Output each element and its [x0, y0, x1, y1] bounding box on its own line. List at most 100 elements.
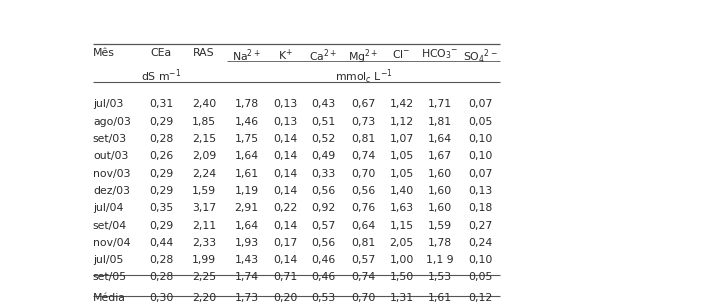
Text: 0,56: 0,56 — [311, 238, 335, 248]
Text: 0,30: 0,30 — [149, 293, 173, 303]
Text: 1,64: 1,64 — [234, 221, 259, 230]
Text: 0,22: 0,22 — [273, 203, 297, 213]
Text: 0,14: 0,14 — [273, 134, 297, 144]
Text: 0,43: 0,43 — [311, 99, 335, 109]
Text: Média: Média — [93, 293, 125, 303]
Text: 1,40: 1,40 — [389, 186, 414, 196]
Text: 1,60: 1,60 — [428, 168, 452, 179]
Text: 0,74: 0,74 — [352, 273, 376, 282]
Text: 0,76: 0,76 — [352, 203, 376, 213]
Text: 1,15: 1,15 — [389, 221, 414, 230]
Text: 0,13: 0,13 — [273, 99, 297, 109]
Text: 0,05: 0,05 — [469, 117, 493, 127]
Text: 0,27: 0,27 — [469, 221, 493, 230]
Text: 0,74: 0,74 — [352, 151, 376, 161]
Text: 0,14: 0,14 — [273, 151, 297, 161]
Text: 2,24: 2,24 — [192, 168, 216, 179]
Text: jul/04: jul/04 — [93, 203, 123, 213]
Text: 0,46: 0,46 — [311, 255, 335, 265]
Text: dS m$^{-1}$: dS m$^{-1}$ — [141, 68, 181, 84]
Text: 0,64: 0,64 — [352, 221, 376, 230]
Text: 0,10: 0,10 — [469, 151, 493, 161]
Text: 2,09: 2,09 — [192, 151, 216, 161]
Text: 2,11: 2,11 — [192, 221, 216, 230]
Text: 2,33: 2,33 — [192, 238, 216, 248]
Text: 1,31: 1,31 — [389, 293, 414, 303]
Text: 1,60: 1,60 — [428, 203, 452, 213]
Text: 0,49: 0,49 — [311, 151, 335, 161]
Text: 1,05: 1,05 — [389, 168, 414, 179]
Text: 1,60: 1,60 — [428, 186, 452, 196]
Text: 0,35: 0,35 — [149, 203, 173, 213]
Text: 0,14: 0,14 — [273, 221, 297, 230]
Text: dez/03: dez/03 — [93, 186, 130, 196]
Text: 1,64: 1,64 — [428, 134, 452, 144]
Text: 1,12: 1,12 — [389, 117, 414, 127]
Text: nov/04: nov/04 — [93, 238, 131, 248]
Text: 1,07: 1,07 — [389, 134, 414, 144]
Text: 0,81: 0,81 — [352, 134, 376, 144]
Text: jul/03: jul/03 — [93, 99, 123, 109]
Text: 2,91: 2,91 — [234, 203, 259, 213]
Text: out/03: out/03 — [93, 151, 128, 161]
Text: set/05: set/05 — [93, 273, 127, 282]
Text: 0,57: 0,57 — [311, 221, 335, 230]
Text: 1,74: 1,74 — [234, 273, 259, 282]
Text: 0,29: 0,29 — [149, 221, 173, 230]
Text: Mg$^{2+}$: Mg$^{2+}$ — [348, 48, 379, 66]
Text: 2,20: 2,20 — [192, 293, 216, 303]
Text: RAS: RAS — [193, 48, 215, 58]
Text: 0,28: 0,28 — [149, 273, 173, 282]
Text: 0,26: 0,26 — [149, 151, 173, 161]
Text: 1,71: 1,71 — [428, 99, 452, 109]
Text: 1,59: 1,59 — [192, 186, 216, 196]
Text: 1,05: 1,05 — [389, 151, 414, 161]
Text: 1,53: 1,53 — [428, 273, 452, 282]
Text: nov/03: nov/03 — [93, 168, 131, 179]
Text: 0,18: 0,18 — [469, 203, 493, 213]
Text: 3,17: 3,17 — [192, 203, 216, 213]
Text: 0,13: 0,13 — [273, 117, 297, 127]
Text: Na$^{2+}$: Na$^{2+}$ — [232, 48, 261, 64]
Text: 0,28: 0,28 — [149, 255, 173, 265]
Text: 1,85: 1,85 — [192, 117, 216, 127]
Text: 0,14: 0,14 — [273, 186, 297, 196]
Text: 0,67: 0,67 — [352, 99, 376, 109]
Text: SO$_{4}$$^{2-}$: SO$_{4}$$^{2-}$ — [464, 48, 498, 66]
Text: 0,73: 0,73 — [352, 117, 376, 127]
Text: HCO$_{3}$$^{-}$: HCO$_{3}$$^{-}$ — [421, 48, 459, 61]
Text: 1,64: 1,64 — [234, 151, 259, 161]
Text: 0,20: 0,20 — [273, 293, 297, 303]
Text: 0,44: 0,44 — [149, 238, 173, 248]
Text: 1,81: 1,81 — [428, 117, 452, 127]
Text: 1,93: 1,93 — [234, 238, 259, 248]
Text: CEa: CEa — [151, 48, 172, 58]
Text: 1,61: 1,61 — [234, 168, 259, 179]
Text: 0,70: 0,70 — [351, 168, 376, 179]
Text: 1,75: 1,75 — [234, 134, 259, 144]
Text: 0,29: 0,29 — [149, 168, 173, 179]
Text: 0,56: 0,56 — [352, 186, 376, 196]
Text: 1,63: 1,63 — [389, 203, 414, 213]
Text: 1,99: 1,99 — [192, 255, 216, 265]
Text: 0,81: 0,81 — [352, 238, 376, 248]
Text: 0,24: 0,24 — [469, 238, 493, 248]
Text: 0,07: 0,07 — [469, 168, 493, 179]
Text: 1,61: 1,61 — [428, 293, 452, 303]
Text: 1,1 9: 1,1 9 — [426, 255, 454, 265]
Text: 0,14: 0,14 — [273, 168, 297, 179]
Text: 2,25: 2,25 — [192, 273, 216, 282]
Text: 0,56: 0,56 — [311, 186, 335, 196]
Text: 0,05: 0,05 — [469, 273, 493, 282]
Text: 0,29: 0,29 — [149, 117, 173, 127]
Text: 0,51: 0,51 — [311, 117, 335, 127]
Text: set/04: set/04 — [93, 221, 127, 230]
Text: 0,10: 0,10 — [469, 134, 493, 144]
Text: jul/05: jul/05 — [93, 255, 123, 265]
Text: Ca$^{2+}$: Ca$^{2+}$ — [309, 48, 337, 64]
Text: 2,05: 2,05 — [389, 238, 414, 248]
Text: 1,19: 1,19 — [234, 186, 259, 196]
Text: 0,29: 0,29 — [149, 186, 173, 196]
Text: 0,70: 0,70 — [351, 293, 376, 303]
Text: 2,15: 2,15 — [192, 134, 216, 144]
